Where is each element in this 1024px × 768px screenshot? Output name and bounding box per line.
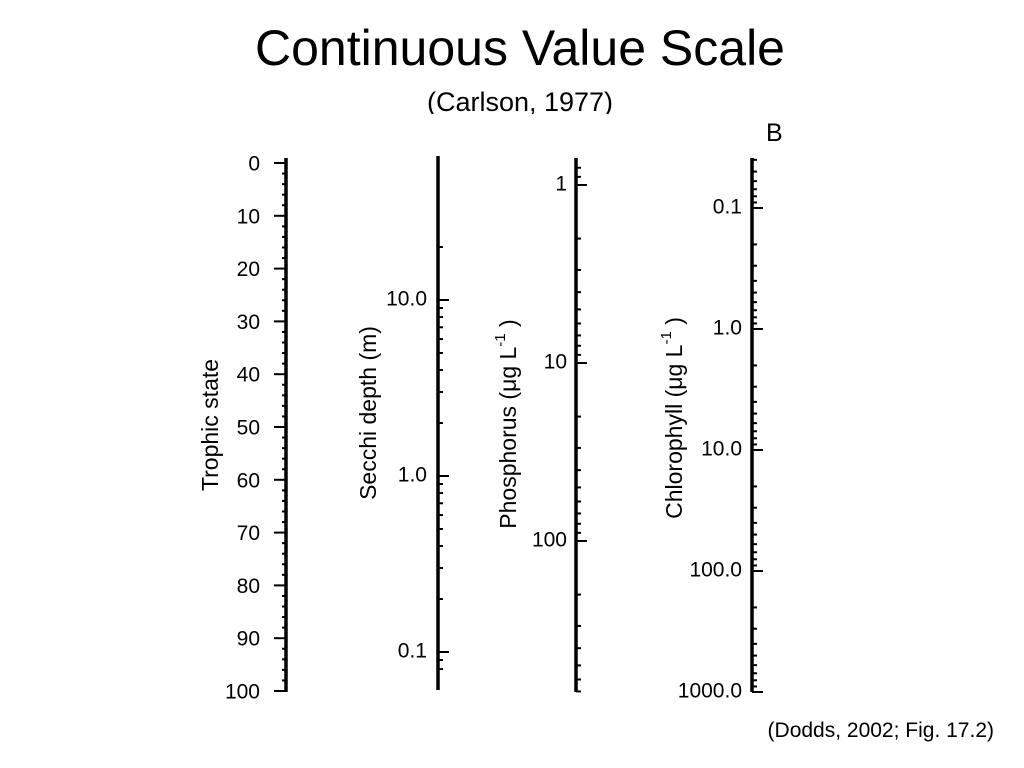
trophic-tick-label: 40: [237, 364, 260, 387]
trophic-tick-label: 60: [237, 469, 260, 492]
phosphorus-title: Phosphorus (μg L-1 ): [492, 319, 521, 528]
phosphorus-title-unit: μg L: [495, 346, 521, 391]
chlorophyll-tick-label: 1000.0: [678, 680, 742, 703]
trophic-tick-label: 30: [237, 311, 260, 334]
chlorophyll-title: Chlorophyll (μg L-1 ): [658, 317, 687, 519]
phosphorus-title-text: Phosphorus (: [495, 392, 521, 529]
panel-label: B: [766, 119, 783, 147]
secchi-depth-title: Secchi depth (m): [355, 326, 381, 500]
phosphorus-title-exponent: -1: [492, 333, 509, 346]
trophic-state-tick-labels: 0 10 20 30 40 50 60 70 80 90 100: [225, 153, 260, 704]
trophic-tick-label: 20: [237, 258, 260, 281]
trophic-tick-label: 0: [248, 153, 260, 176]
chlorophyll-tick-label: 10.0: [701, 438, 742, 461]
slide-subtitle: (Carlson, 1977): [426, 87, 614, 114]
trophic-tick-label: 100: [225, 681, 260, 704]
chlorophyll-tick-labels: 0.1 1.0 10.0 100.0 1000.0: [678, 196, 742, 703]
phosphorus-title-close: ): [495, 319, 521, 333]
phosphorus-tick-label: 100: [532, 529, 567, 552]
trophic-tick-label: 80: [237, 575, 260, 598]
citation: (Dodds, 2002; Fig. 17.2): [767, 719, 994, 742]
secchi-tick-label: 0.1: [398, 640, 427, 663]
chlorophyll-ticks: [752, 158, 763, 693]
phosphorus-tick-labels: 1 10 100: [532, 173, 567, 552]
trophic-tick-label: 90: [237, 628, 260, 651]
chlorophyll-title-exponent: -1: [658, 331, 675, 344]
secchi-tick-label: 1.0: [398, 464, 427, 487]
phosphorus-ticks: [576, 166, 587, 693]
trophic-state-title: Trophic state: [197, 359, 223, 491]
chlorophyll-scale: Chlorophyll (μg L-1 ) 0.1 1.0 10.0 100.0 100…: [658, 158, 763, 703]
slide-title: Continuous Value Scale: [255, 20, 785, 76]
chlorophyll-tick-label: 100.0: [689, 559, 742, 582]
phosphorus-tick-label: 1: [555, 173, 567, 196]
chlorophyll-title-text: Chlorophyll (: [661, 389, 687, 518]
phosphorus-tick-label: 10: [544, 351, 567, 374]
chlorophyll-title-close: ): [661, 317, 687, 331]
chlorophyll-tick-label: 1.0: [713, 317, 742, 340]
secchi-depth-tick-labels: 10.0 1.0 0.1: [386, 288, 427, 663]
phosphorus-scale: Phosphorus (μg L-1 ) 1 10 100: [492, 158, 587, 693]
trophic-state-ticks: [274, 162, 286, 692]
trophic-state-scale: Trophic state 0 10 20 30 40 50 60 70 80 90 100: [197, 153, 288, 704]
trophic-tick-label: 10: [237, 205, 260, 228]
chlorophyll-tick-label: 0.1: [713, 196, 742, 219]
secchi-tick-label: 10.0: [386, 288, 427, 311]
trophic-tick-label: 70: [237, 522, 260, 545]
secchi-depth-ticks: [438, 246, 449, 671]
chlorophyll-title-unit: μg L: [661, 344, 687, 389]
secchi-depth-scale: Secchi depth (m) 10.0 1.0 0.1: [355, 156, 449, 690]
trophic-tick-label: 50: [237, 417, 260, 440]
